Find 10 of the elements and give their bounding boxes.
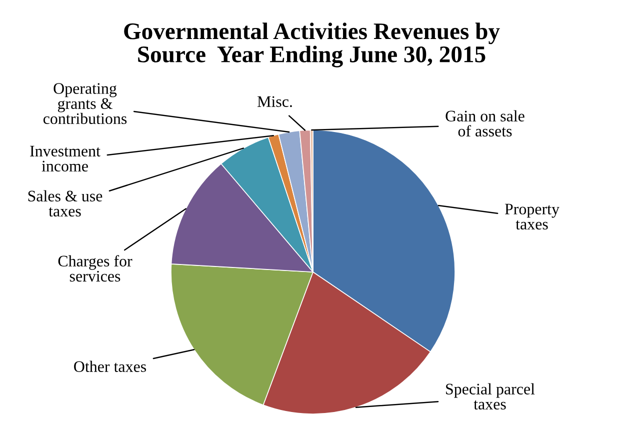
- chart-title: Governmental Activities Revenues by Source Year Ending June 30, 2015: [124, 22, 500, 68]
- slice-label: Operating grants & contributions: [43, 83, 127, 124]
- slice-label: Special parcel taxes: [446, 383, 535, 410]
- slice-label: Other taxes: [74, 360, 146, 372]
- slice-label: Sales & use taxes: [28, 190, 102, 217]
- slice-label: Investment income: [30, 146, 100, 172]
- slice-label: Charges for services: [58, 255, 132, 282]
- slice-label: Property taxes: [504, 204, 560, 230]
- slice-label: Gain on sale of assets: [446, 110, 524, 137]
- slice-label: Misc.: [257, 96, 292, 108]
